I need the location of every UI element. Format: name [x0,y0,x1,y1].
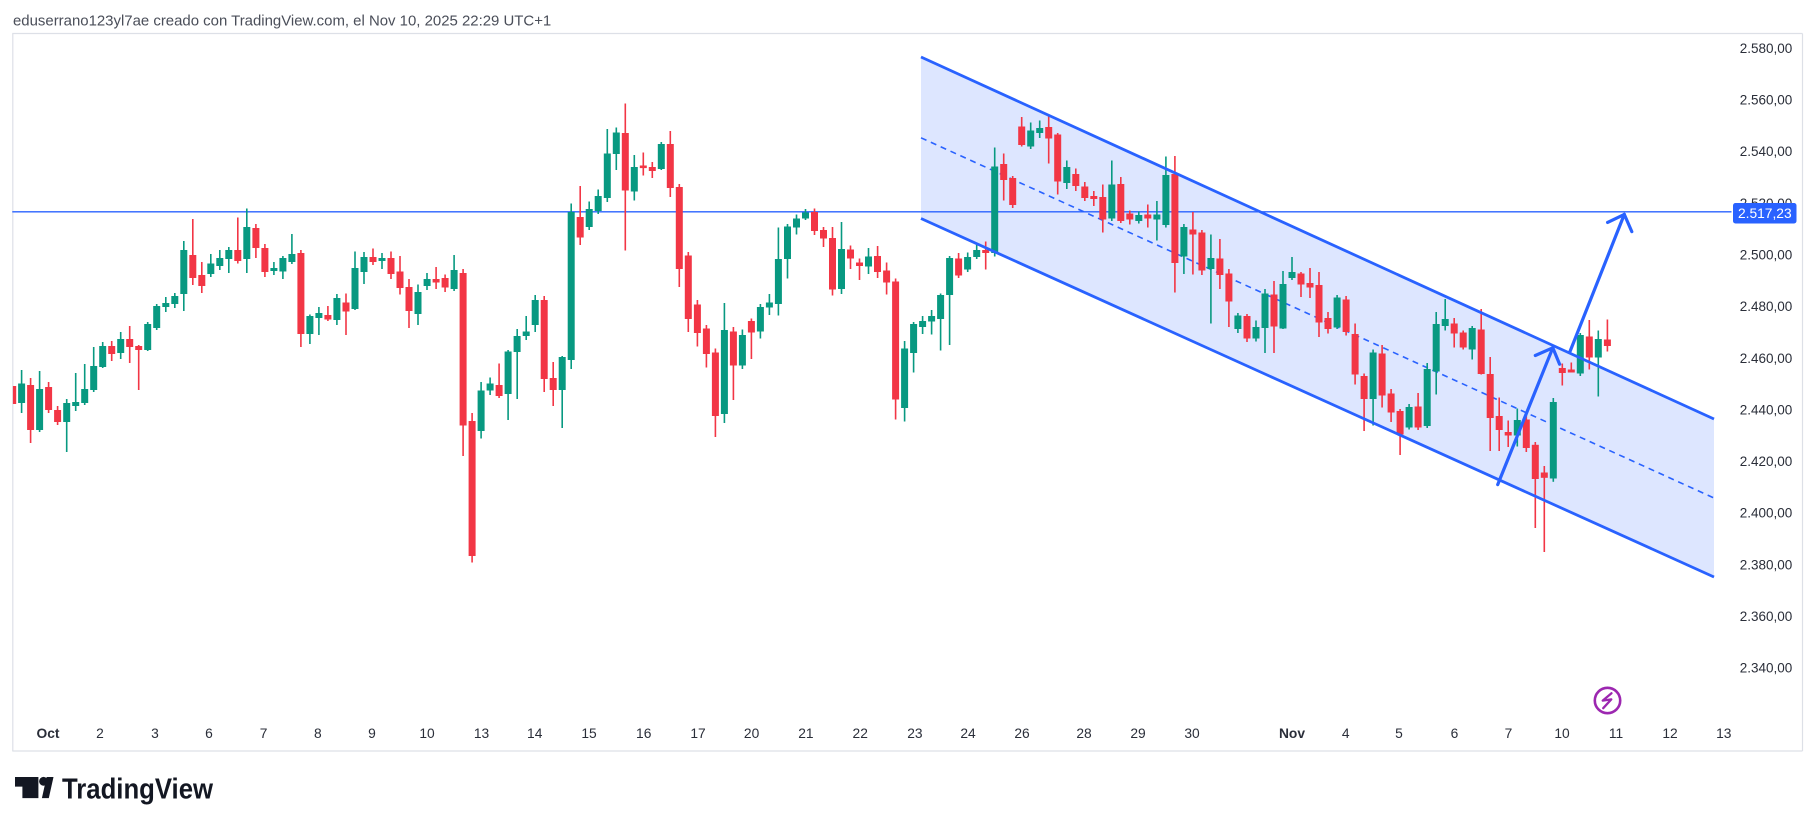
svg-text:8: 8 [314,726,322,741]
svg-text:16: 16 [636,726,652,741]
svg-text:2.480,00: 2.480,00 [1740,299,1793,314]
svg-text:Nov: Nov [1279,726,1305,741]
svg-text:5: 5 [1395,726,1403,741]
svg-text:3: 3 [151,726,159,741]
svg-text:2.420,00: 2.420,00 [1740,454,1793,469]
svg-text:23: 23 [907,726,923,741]
svg-text:6: 6 [205,726,213,741]
svg-text:15: 15 [581,726,597,741]
svg-text:2.517,23: 2.517,23 [1738,206,1792,221]
svg-text:9: 9 [368,726,376,741]
svg-text:2.460,00: 2.460,00 [1740,351,1793,366]
svg-text:26: 26 [1014,726,1030,741]
svg-text:2.540,00: 2.540,00 [1740,144,1793,159]
svg-text:17: 17 [690,726,705,741]
svg-text:13: 13 [474,726,490,741]
svg-text:13: 13 [1716,726,1732,741]
svg-text:20: 20 [744,726,760,741]
svg-text:4: 4 [1342,726,1350,741]
svg-text:2.400,00: 2.400,00 [1740,506,1793,521]
svg-text:11: 11 [1609,726,1623,741]
svg-text:2.380,00: 2.380,00 [1740,557,1793,572]
svg-text:2.580,00: 2.580,00 [1740,41,1793,56]
svg-text:2.560,00: 2.560,00 [1740,93,1793,108]
svg-text:28: 28 [1076,726,1092,741]
svg-text:10: 10 [1554,726,1570,741]
svg-text:6: 6 [1451,726,1459,741]
svg-text:TradingView: TradingView [62,774,213,806]
svg-text:29: 29 [1130,726,1146,741]
svg-text:7: 7 [260,726,268,741]
svg-text:2.500,00: 2.500,00 [1740,247,1793,262]
svg-text:eduserrano123yl7ae creado con: eduserrano123yl7ae creado con TradingVie… [13,13,551,30]
svg-text:21: 21 [798,726,813,741]
svg-text:10: 10 [419,726,435,741]
svg-text:14: 14 [527,726,543,741]
svg-text:2: 2 [96,726,104,741]
svg-text:7: 7 [1505,726,1513,741]
svg-text:2.340,00: 2.340,00 [1740,661,1793,676]
svg-text:12: 12 [1662,726,1677,741]
svg-text:2.440,00: 2.440,00 [1740,402,1793,417]
svg-text:2.360,00: 2.360,00 [1740,609,1793,624]
svg-text:Oct: Oct [37,726,60,741]
svg-text:30: 30 [1184,726,1200,741]
svg-text:22: 22 [853,726,868,741]
svg-text:24: 24 [960,726,976,741]
